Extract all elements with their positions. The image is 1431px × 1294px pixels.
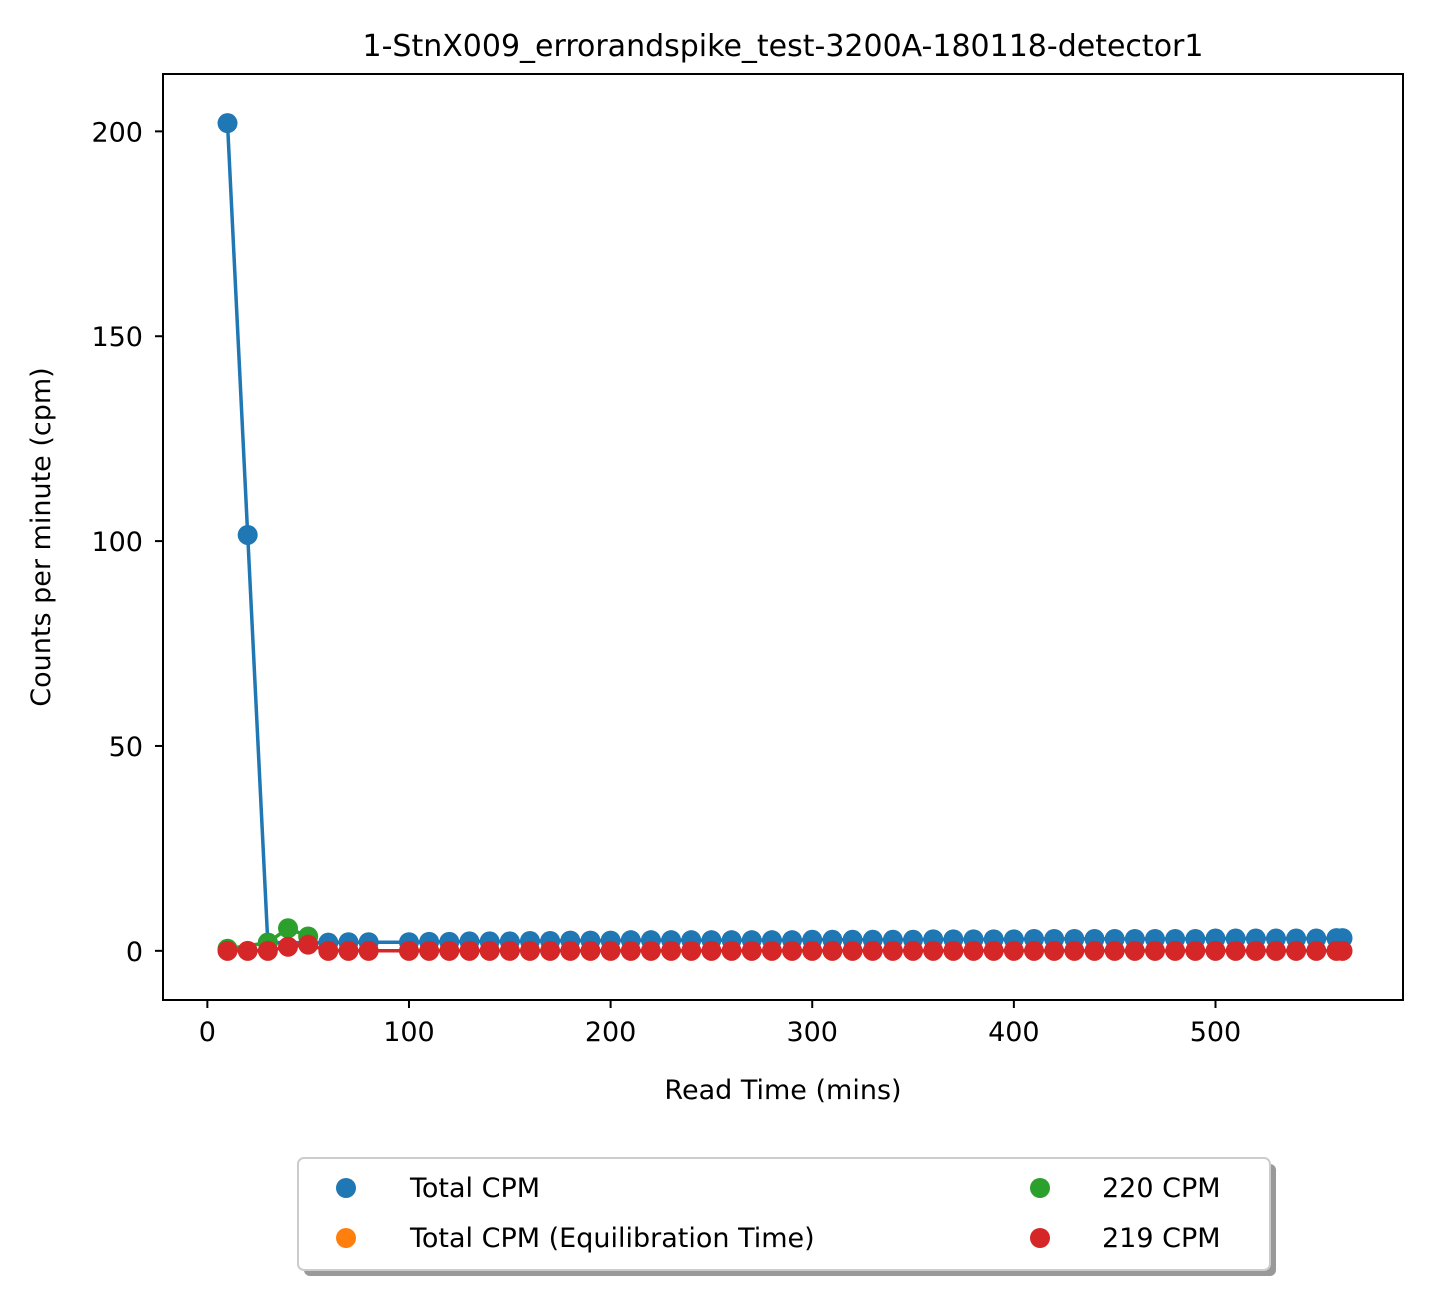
legend-label-219-cpm: 219 CPM xyxy=(1102,1223,1221,1254)
plot-area xyxy=(162,73,1404,1001)
legend: Total CPM Total CPM (Equilibration Time)… xyxy=(297,1157,1276,1276)
x-tick-label: 200 xyxy=(585,1017,637,1048)
data-point-219-cpm xyxy=(580,940,601,961)
data-point-219-cpm xyxy=(620,940,641,961)
data-marks xyxy=(217,113,1353,961)
data-point-219-cpm xyxy=(721,940,742,961)
data-point-219-cpm xyxy=(398,940,419,961)
data-point-total-cpm xyxy=(217,113,238,134)
legend-marker-total-cpm-equilibration xyxy=(336,1228,356,1248)
data-point-219-cpm xyxy=(1024,940,1045,961)
data-point-219-cpm xyxy=(1064,940,1085,961)
data-point-219-cpm xyxy=(1265,940,1286,961)
data-point-219-cpm xyxy=(358,940,379,961)
data-point-219-cpm xyxy=(1104,940,1125,961)
data-point-220-cpm xyxy=(278,918,299,939)
legend-label-total-cpm: Total CPM xyxy=(409,1173,540,1204)
data-point-219-cpm xyxy=(983,940,1004,961)
data-point-219-cpm xyxy=(419,940,440,961)
data-point-219-cpm xyxy=(661,940,682,961)
data-point-219-cpm xyxy=(600,940,621,961)
data-point-219-cpm xyxy=(681,940,702,961)
data-point-219-cpm xyxy=(439,940,460,961)
data-point-219-cpm xyxy=(560,940,581,961)
x-tick-label: 300 xyxy=(786,1017,838,1048)
legend-marker-220-cpm xyxy=(1030,1178,1050,1198)
data-point-219-cpm xyxy=(298,934,319,955)
data-point-219-cpm xyxy=(499,940,520,961)
x-axis: 0 100 200 300 400 500 xyxy=(199,1000,1241,1048)
data-point-219-cpm xyxy=(741,940,762,961)
data-point-219-cpm xyxy=(903,940,924,961)
data-point-219-cpm xyxy=(1205,940,1226,961)
data-point-219-cpm xyxy=(1165,940,1186,961)
x-tick-label: 0 xyxy=(199,1017,216,1048)
data-point-219-cpm xyxy=(1286,940,1307,961)
data-point-219-cpm xyxy=(237,940,258,961)
data-point-219-cpm xyxy=(842,940,863,961)
data-point-219-cpm xyxy=(1084,940,1105,961)
legend-marker-total-cpm xyxy=(336,1178,356,1198)
data-point-total-cpm xyxy=(237,524,258,545)
data-point-219-cpm xyxy=(761,940,782,961)
data-point-219-cpm xyxy=(701,940,722,961)
data-point-219-cpm xyxy=(1003,940,1024,961)
legend-label-220-cpm: 220 CPM xyxy=(1102,1173,1221,1204)
data-point-219-cpm xyxy=(1306,940,1327,961)
data-point-219-cpm xyxy=(862,940,883,961)
data-point-219-cpm xyxy=(640,940,661,961)
data-point-219-cpm xyxy=(882,940,903,961)
data-point-219-cpm xyxy=(519,940,540,961)
legend-marker-219-cpm xyxy=(1030,1228,1050,1248)
data-point-219-cpm xyxy=(1185,940,1206,961)
x-tick-label: 500 xyxy=(1190,1017,1242,1048)
data-point-219-cpm xyxy=(923,940,944,961)
data-point-219-cpm xyxy=(338,940,359,961)
x-tick-label: 100 xyxy=(383,1017,435,1048)
data-point-219-cpm xyxy=(1124,940,1145,961)
y-tick-label: 50 xyxy=(109,732,143,763)
y-tick-label: 200 xyxy=(91,117,143,148)
data-point-219-cpm xyxy=(943,940,964,961)
legend-label-total-cpm-equilibration: Total CPM (Equilibration Time) xyxy=(409,1223,815,1254)
data-point-219-cpm xyxy=(540,940,561,961)
data-point-219-cpm xyxy=(459,940,480,961)
chart-title: 1-StnX009_errorandspike_test-3200A-18011… xyxy=(363,29,1204,64)
x-tick-label: 400 xyxy=(988,1017,1040,1048)
data-point-219-cpm xyxy=(1245,940,1266,961)
legend-box xyxy=(297,1157,1271,1271)
y-axis-label: Counts per minute (cpm) xyxy=(26,367,57,706)
data-point-219-cpm xyxy=(1044,940,1065,961)
data-point-219-cpm xyxy=(782,940,803,961)
y-tick-label: 100 xyxy=(91,527,143,558)
y-tick-label: 0 xyxy=(126,937,143,968)
axes-frame xyxy=(162,73,1404,1001)
data-point-219-cpm xyxy=(318,940,339,961)
data-point-219-cpm xyxy=(1225,940,1246,961)
data-point-219-cpm xyxy=(479,940,500,961)
y-tick-label: 150 xyxy=(91,322,143,353)
data-point-219-cpm xyxy=(802,940,823,961)
data-point-219-cpm xyxy=(278,936,299,957)
data-point-219-cpm xyxy=(257,940,278,961)
x-axis-label: Read Time (mins) xyxy=(664,1075,901,1106)
data-point-219-cpm xyxy=(1332,940,1353,961)
y-axis: 0 50 100 150 200 xyxy=(91,117,163,968)
data-point-219-cpm xyxy=(822,940,843,961)
data-point-219-cpm xyxy=(217,940,238,961)
data-point-219-cpm xyxy=(963,940,984,961)
data-point-219-cpm xyxy=(1145,940,1165,961)
